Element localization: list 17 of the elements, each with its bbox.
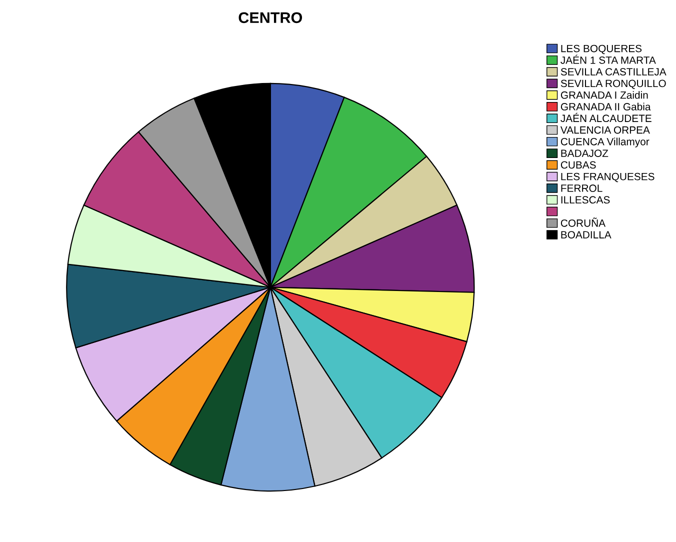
legend-label: CORUÑA [560,218,606,227]
chart-title: CENTRO [238,12,302,24]
legend-label: ILLESCAS [561,196,610,204]
legend-label: JAÉN ALCAUDETE [560,112,652,122]
legend-label: SEVILLA RONQUILLO [560,80,666,89]
legend-label: LES FRANQUESES [561,172,654,182]
legend-label: GRANADA II Gabia [560,102,651,110]
legend-label: VALENCIA ORPEA [560,126,650,134]
legend-label: JAÉN 1 STA MARTA [560,54,656,64]
legend-label: BOADILLA [561,231,612,238]
legend-label: BADAJOZ [561,150,608,157]
legend-label: SEVILLA CASTILLEJA [560,68,666,76]
legend-label: CUBAS [560,161,596,169]
legend-label: FERROL [561,184,602,192]
legend-label: GRANADA I Zaidin [560,91,648,99]
legend-label: LES BOQUERES [561,44,642,54]
legend-label: CUENCA Villamyor [560,138,650,148]
